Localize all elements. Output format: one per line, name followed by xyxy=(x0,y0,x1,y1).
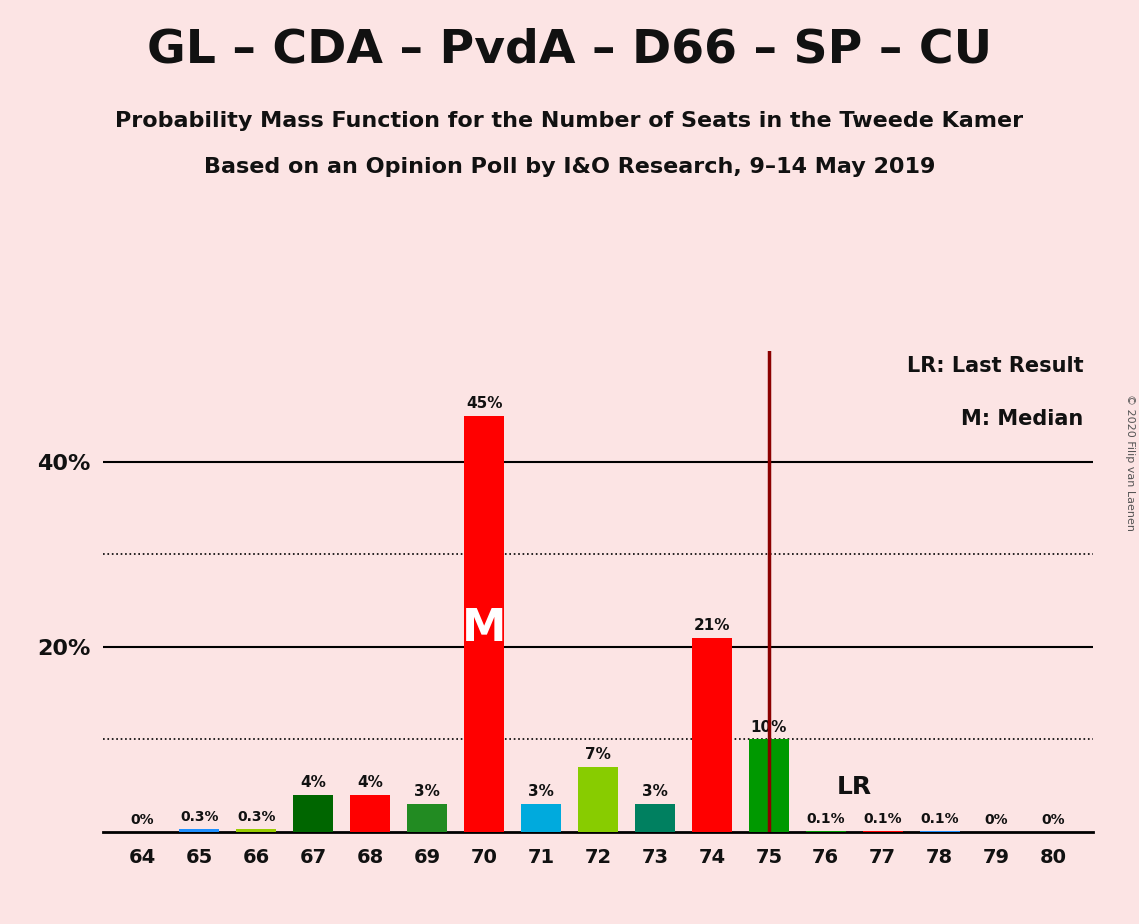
Text: 45%: 45% xyxy=(466,396,502,411)
Text: 7%: 7% xyxy=(585,748,611,762)
Bar xyxy=(408,804,448,832)
Bar xyxy=(693,638,732,832)
Text: 4%: 4% xyxy=(358,775,383,790)
Text: 10%: 10% xyxy=(751,720,787,735)
Bar xyxy=(294,795,334,832)
Text: 3%: 3% xyxy=(642,784,667,799)
Text: M: Median: M: Median xyxy=(961,408,1083,429)
Bar xyxy=(465,416,505,832)
Text: 21%: 21% xyxy=(694,618,730,633)
Text: 3%: 3% xyxy=(415,784,440,799)
Text: 3%: 3% xyxy=(528,784,554,799)
Text: © 2020 Filip van Laenen: © 2020 Filip van Laenen xyxy=(1125,394,1134,530)
Text: 4%: 4% xyxy=(301,775,326,790)
Text: 0.3%: 0.3% xyxy=(180,810,219,824)
Bar xyxy=(749,739,789,832)
Text: LR: LR xyxy=(837,775,871,799)
Bar xyxy=(237,829,277,832)
Text: 0.1%: 0.1% xyxy=(806,812,845,826)
Text: M: M xyxy=(462,607,506,650)
Bar xyxy=(920,831,960,832)
Bar xyxy=(806,831,845,832)
Text: 0%: 0% xyxy=(1042,813,1065,827)
Text: 0.1%: 0.1% xyxy=(863,812,902,826)
Text: 0%: 0% xyxy=(131,813,154,827)
Bar xyxy=(522,804,562,832)
Text: 0%: 0% xyxy=(985,813,1008,827)
Text: GL – CDA – PvdA – D66 – SP – CU: GL – CDA – PvdA – D66 – SP – CU xyxy=(147,28,992,73)
Text: Based on an Opinion Poll by I&O Research, 9–14 May 2019: Based on an Opinion Poll by I&O Research… xyxy=(204,157,935,177)
Text: 0.1%: 0.1% xyxy=(920,812,959,826)
Text: 0.3%: 0.3% xyxy=(237,810,276,824)
Text: LR: Last Result: LR: Last Result xyxy=(907,356,1083,376)
Bar xyxy=(351,795,391,832)
Bar xyxy=(636,804,674,832)
Bar xyxy=(180,829,220,832)
Bar xyxy=(863,831,903,832)
Bar xyxy=(579,767,617,832)
Text: Probability Mass Function for the Number of Seats in the Tweede Kamer: Probability Mass Function for the Number… xyxy=(115,111,1024,131)
